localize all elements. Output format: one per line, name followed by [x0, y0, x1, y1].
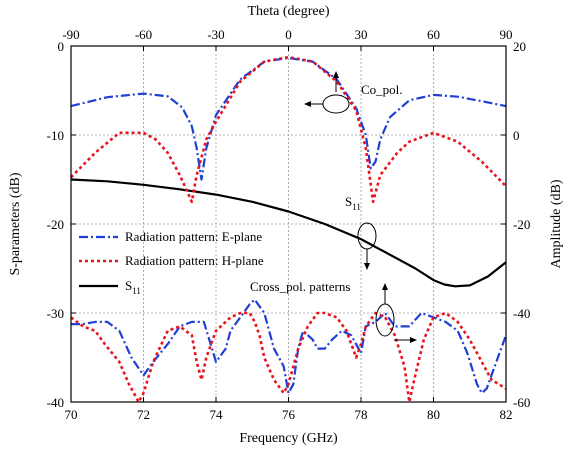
right-tick-label: -60 — [513, 395, 530, 410]
series-line-1 — [70, 56, 507, 181]
y-tick-label: -40 — [47, 395, 64, 410]
x-tick-label: 74 — [210, 407, 224, 422]
series-line-2 — [70, 55, 507, 204]
x-tick-label: 82 — [500, 407, 513, 422]
y-axis-title: S-parameters (dB) — [8, 172, 23, 275]
x-tick-label: 76 — [282, 407, 296, 422]
y-tick-label: 0 — [58, 39, 65, 54]
legend-s11-main: S — [125, 278, 132, 293]
right-tick-label: -20 — [513, 217, 530, 232]
co-pol-label: Co_pol. — [361, 82, 403, 97]
series-line-4 — [70, 311, 507, 404]
plot-series — [70, 55, 508, 404]
series-line-3 — [71, 298, 508, 395]
series-line-0 — [70, 178, 507, 288]
co-pol-arrowhead-left — [304, 101, 311, 107]
s11-annotation: S11 — [345, 194, 361, 212]
top-tick-label: -30 — [207, 27, 224, 42]
x-tick-label: 78 — [355, 407, 368, 422]
right-tick-label: 20 — [513, 39, 526, 54]
top-tick-label: 30 — [355, 27, 368, 42]
top-tick-label: -60 — [135, 27, 152, 42]
y-tick-label: -20 — [47, 217, 64, 232]
top-tick-label: -90 — [62, 27, 79, 42]
x-axis-title: Frequency (GHz) — [239, 431, 338, 446]
annotations: Co_pol. S11 Cross_pol. patterns — [250, 71, 417, 343]
cross-pol-label: Cross_pol. patterns — [250, 279, 350, 294]
legend-label-s11: S11 — [125, 278, 141, 296]
x-tick-label: 80 — [427, 407, 440, 422]
co-pol-ellipse — [322, 94, 350, 114]
y-tick-label: -30 — [47, 306, 64, 321]
cross-pol-arrowhead-up — [382, 283, 388, 290]
y-tick-label: -10 — [47, 128, 64, 143]
top-tick-label: 90 — [500, 27, 513, 42]
top-axis-title: Theta (degree) — [248, 4, 330, 19]
x-tick-label: 72 — [137, 407, 150, 422]
right-tick-label: 0 — [513, 128, 520, 143]
x-tick-label: 70 — [65, 407, 78, 422]
gridlines — [71, 46, 506, 402]
legend-label-h-plane: Radiation pattern: H-plane — [125, 253, 264, 268]
axis-ticks: 70 72 74 76 78 80 82 -90 -60 -30 0 30 60 90 0 -10 -20 -30… — [47, 27, 531, 422]
s11-arrowhead-down — [364, 263, 370, 270]
right-axis-title: Amplitude (dB) — [549, 179, 564, 268]
s11-annotation-main: S — [345, 194, 352, 209]
right-tick-label: -40 — [513, 306, 530, 321]
s11-annotation-sub: 11 — [352, 202, 361, 212]
top-tick-label: 60 — [427, 27, 440, 42]
legend-label-e-plane: Radiation pattern: E-plane — [125, 229, 262, 244]
legend-s11-sub: 11 — [132, 286, 141, 296]
co-pol-arrowhead-up — [333, 71, 339, 78]
legend: Radiation pattern: E-plane Radiation pat… — [79, 229, 264, 296]
cross-pol-arrowhead-right — [410, 337, 417, 343]
top-tick-label: 0 — [285, 27, 292, 42]
